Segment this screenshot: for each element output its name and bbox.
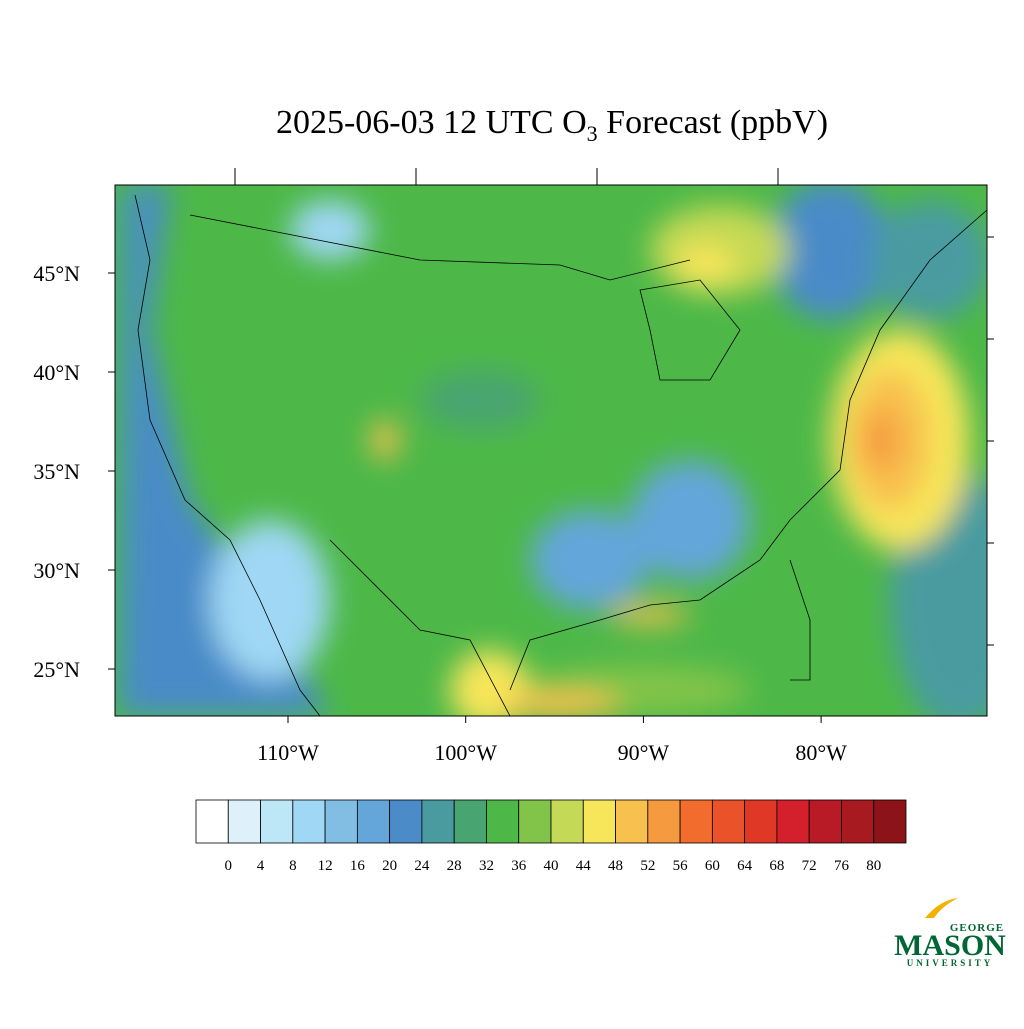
- colorbar-box: [679, 799, 713, 844]
- colorbar-label: 4: [257, 858, 265, 874]
- colorbar-box: [841, 799, 875, 844]
- colorbar-box: [195, 799, 229, 844]
- lat-label: 35°N: [33, 459, 80, 484]
- colorbar-label: 48: [608, 858, 623, 874]
- colorbar-box: [260, 799, 294, 844]
- colorbar-box: [453, 799, 487, 844]
- colorbar-box: [389, 799, 423, 844]
- colorbar-box: [356, 799, 391, 844]
- colorbar-label: 52: [640, 858, 655, 874]
- colorbar-label: 60: [705, 858, 720, 874]
- colorbar-label: 40: [544, 858, 559, 874]
- lon-label: 110°W: [257, 740, 319, 765]
- colorbar-box: [421, 799, 455, 844]
- logo-top: GEORGE: [950, 922, 1004, 934]
- lat-label: 45°N: [33, 261, 80, 286]
- lon-label: 90°W: [618, 740, 670, 765]
- colorbar-box: [292, 799, 326, 844]
- colorbar-label: 44: [576, 858, 592, 874]
- colorbar: 0 4 8 12 16 20 24 28 32 36 40 44 48 52 56 60 64 68 72 76 80: [195, 799, 907, 874]
- ozone-field: [115, 185, 987, 716]
- colorbar-label: 72: [802, 858, 817, 874]
- map-frame: [114, 184, 988, 717]
- colorbar-box: [873, 799, 907, 844]
- colorbar-label: 64: [737, 858, 753, 874]
- colorbar-label: 76: [834, 858, 850, 874]
- colorbar-label: 36: [511, 858, 527, 874]
- colorbar-box: [227, 799, 261, 844]
- colorbar-label: 68: [769, 858, 784, 874]
- colorbar-box: [647, 799, 681, 844]
- logo-bottom: UNIVERSITY: [907, 958, 994, 968]
- colorbar-label: 80: [866, 858, 881, 874]
- colorbar-label: 28: [447, 858, 462, 874]
- gmu-logo: GEORGE MASON UNIVERSITY: [894, 898, 1006, 968]
- colorbar-box: [776, 799, 810, 844]
- map-axes: 45°N 40°N 35°N 30°N 25°N 110°W 100°W 90°W 80°W: [33, 168, 994, 765]
- lat-label: 30°N: [33, 558, 80, 583]
- colorbar-box: [550, 799, 584, 844]
- colorbar-label: 24: [414, 858, 430, 874]
- colorbar-box: [615, 799, 649, 844]
- colorbar-label: 56: [673, 858, 689, 874]
- colorbar-box: [518, 799, 552, 844]
- colorbar-label: 8: [289, 858, 297, 874]
- lat-label: 40°N: [33, 360, 80, 385]
- colorbar-label: 20: [382, 858, 397, 874]
- colorbar-box: [744, 799, 778, 844]
- colorbar-box: [324, 799, 358, 844]
- lon-label: 80°W: [795, 740, 847, 765]
- title: 2025-06-03 12 UTC O3 Forecast (ppbV): [276, 104, 828, 146]
- lon-label: 100°W: [434, 740, 497, 765]
- colorbar-box: [582, 799, 616, 844]
- colorbar-label: 12: [318, 858, 333, 874]
- colorbar-label: 0: [225, 858, 233, 874]
- logo-name: MASON: [894, 929, 1006, 962]
- colorbar-box: [808, 799, 842, 844]
- colorbar-box: [486, 799, 520, 844]
- lat-label: 25°N: [33, 657, 80, 682]
- colorbar-label: 16: [350, 858, 366, 874]
- colorbar-box: [711, 799, 746, 844]
- colorbar-label: 32: [479, 858, 494, 874]
